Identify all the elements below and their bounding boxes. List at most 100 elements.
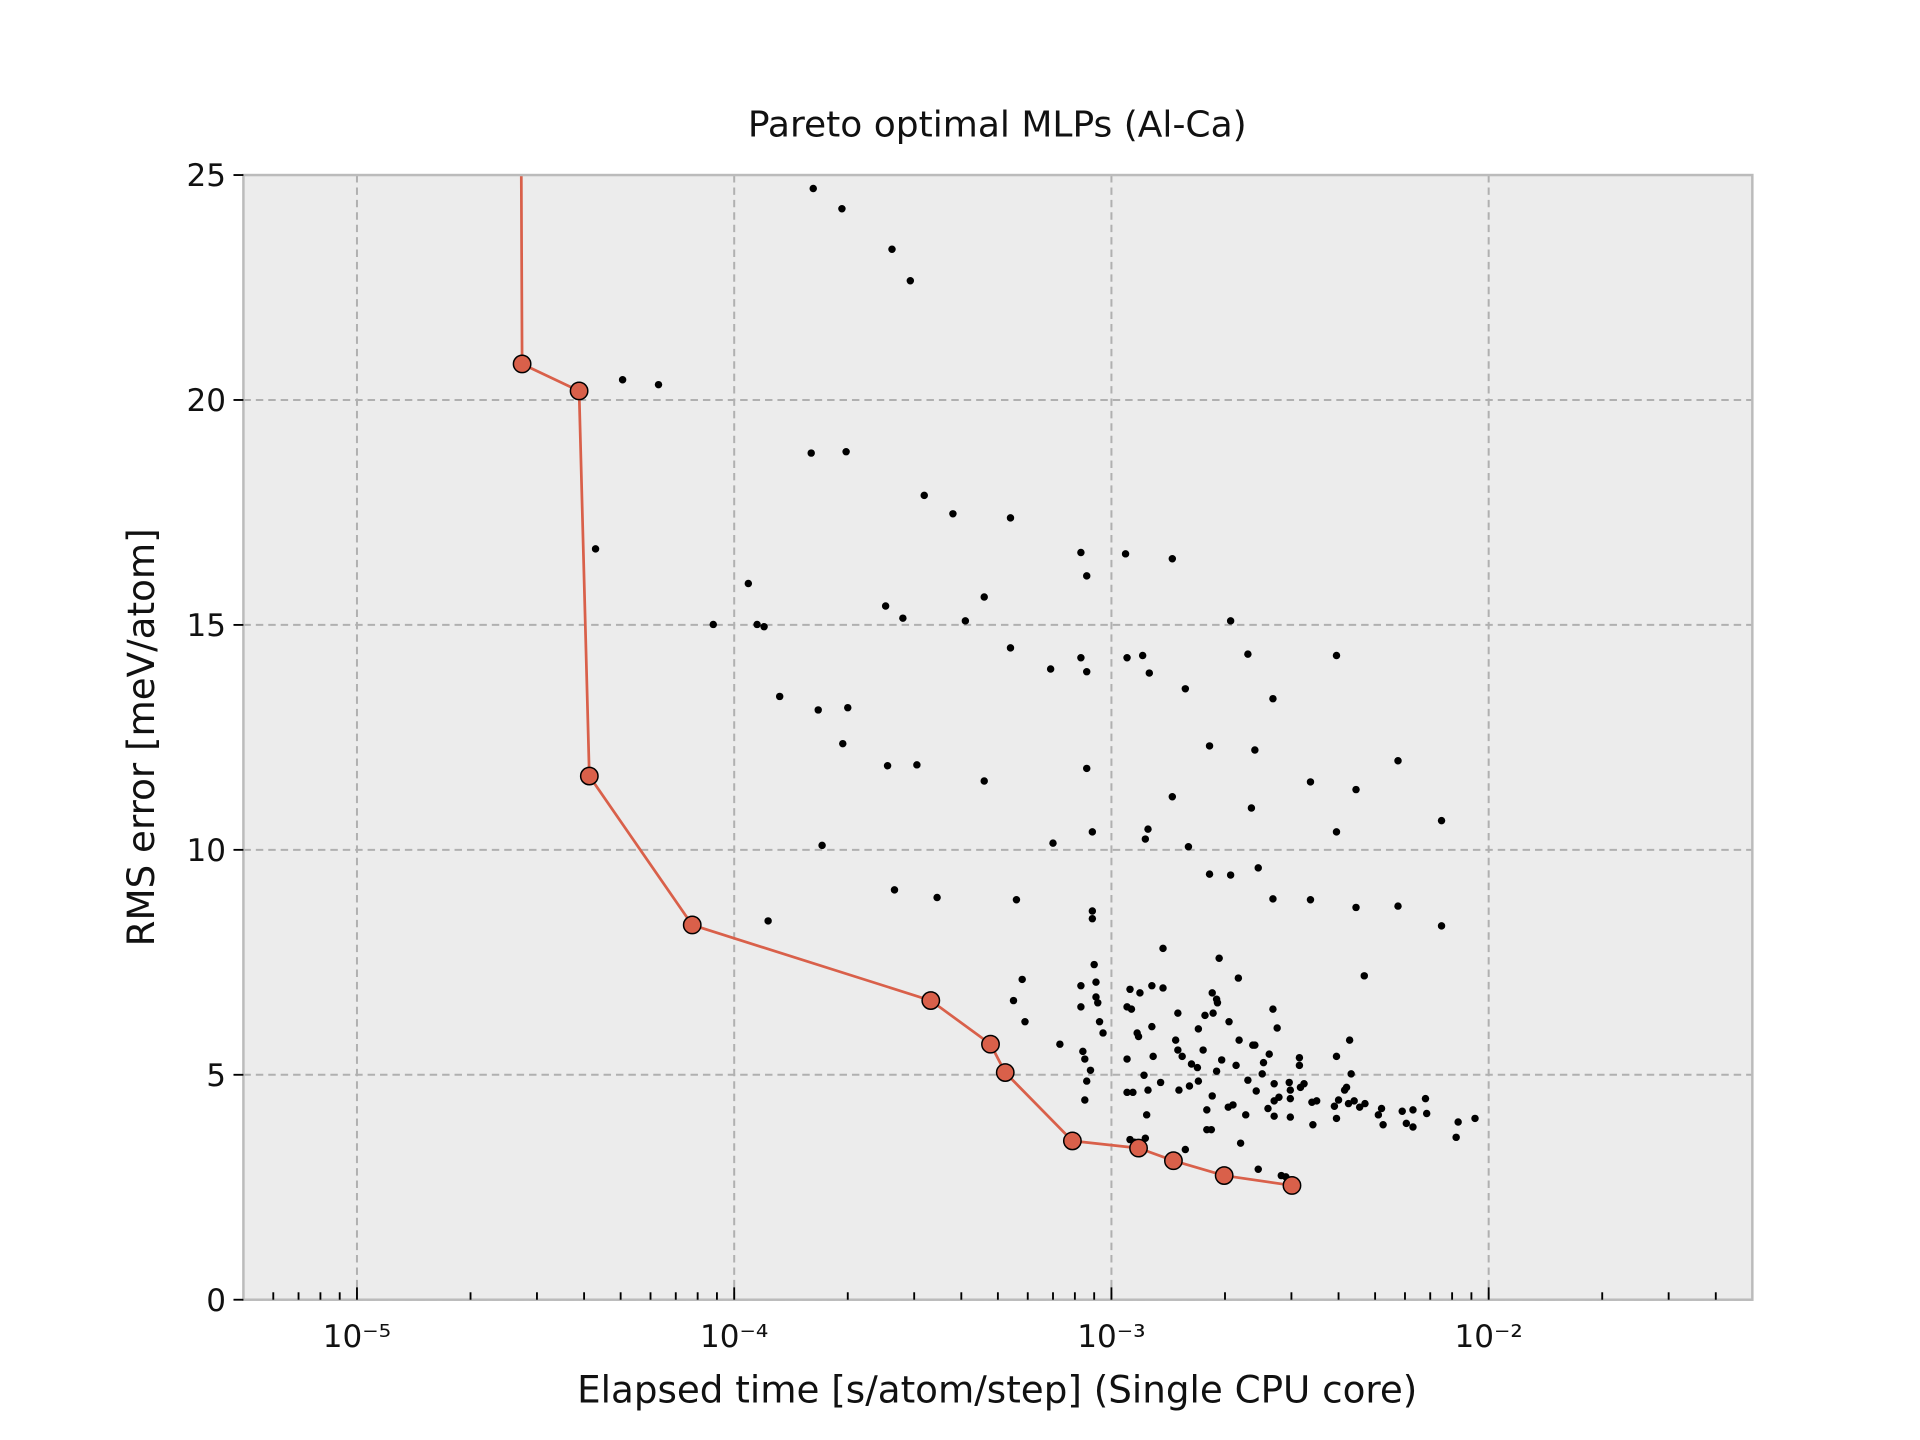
data-point: [1471, 1114, 1479, 1123]
pareto-point: [995, 1063, 1015, 1082]
data-point: [1259, 1058, 1268, 1067]
data-point: [1184, 842, 1193, 851]
pareto-point: [1062, 1131, 1082, 1151]
data-point: [1334, 1096, 1343, 1104]
data-point: [1247, 804, 1256, 812]
data-point: [1168, 555, 1177, 563]
data-point: [1269, 895, 1277, 903]
data-point: [709, 620, 717, 629]
data-point: [1332, 1114, 1341, 1123]
data-point: [1178, 1052, 1186, 1061]
data-point: [1095, 1017, 1104, 1026]
data-point: [1374, 1111, 1383, 1119]
data-point: [1012, 896, 1021, 904]
data-point: [1340, 1086, 1349, 1094]
data-point: [1454, 1118, 1462, 1126]
data-point: [1201, 1011, 1209, 1020]
data-point: [913, 761, 921, 769]
data-point: [1134, 1032, 1143, 1041]
data-point: [1207, 1125, 1216, 1134]
grid: [243, 174, 1753, 1301]
data-point: [1242, 1111, 1250, 1119]
data-point: [1174, 1009, 1182, 1017]
data-point: [654, 380, 663, 389]
data-point: [906, 277, 915, 285]
data-point: [1205, 870, 1214, 878]
data-point: [1187, 1060, 1196, 1068]
data-point: [1199, 1046, 1207, 1054]
data-point: [1252, 1087, 1260, 1095]
data-point: [1126, 985, 1134, 994]
data-point: [818, 841, 826, 850]
data-point: [1269, 694, 1277, 703]
data-point: [1332, 828, 1341, 836]
y-tick-label: 10: [187, 833, 227, 869]
data-point: [1138, 651, 1147, 660]
data-point: [1215, 954, 1223, 962]
data-point: [809, 184, 817, 193]
y-tick-label: 20: [187, 383, 227, 419]
data-point: [1009, 996, 1018, 1005]
y-tick-label: 5: [206, 1058, 226, 1094]
pareto-point: [579, 766, 599, 786]
data-point: [1175, 1086, 1183, 1094]
data-point: [1394, 902, 1402, 910]
y-tick-label: 25: [187, 158, 227, 194]
data-point: [883, 761, 892, 770]
data-point: [949, 510, 957, 518]
data-point: [1077, 654, 1085, 662]
data-point: [1379, 1120, 1387, 1129]
data-point: [1312, 1097, 1321, 1105]
data-point: [1254, 864, 1262, 872]
data-point: [1181, 1145, 1190, 1154]
data-point: [1021, 1017, 1029, 1026]
data-point: [1309, 1120, 1317, 1129]
data-point: [1226, 871, 1235, 879]
pareto-point: [1129, 1138, 1148, 1158]
pareto-point: [512, 354, 532, 374]
data-point: [1092, 993, 1100, 1001]
data-point: [1437, 816, 1446, 825]
data-point: [1270, 1112, 1278, 1120]
data-point: [1077, 548, 1085, 557]
data-point: [1049, 839, 1057, 847]
data-point: [1088, 907, 1097, 915]
data-point: [1144, 1086, 1152, 1094]
data-point: [1090, 960, 1098, 969]
data-point: [1332, 1052, 1341, 1061]
data-point: [890, 886, 899, 894]
data-point: [591, 545, 600, 553]
data-point: [1258, 1070, 1266, 1078]
data-point: [1145, 669, 1154, 677]
data-point: [1225, 1017, 1233, 1026]
plot-marks: [512, 175, 1479, 1195]
data-point: [1306, 778, 1315, 786]
data-point: [1159, 944, 1167, 953]
x-tick-label: 10⁻⁵: [323, 1319, 391, 1355]
data-point: [881, 602, 890, 610]
data-point: [961, 617, 970, 625]
data-point: [1088, 914, 1097, 923]
data-point: [1296, 1083, 1305, 1092]
data-point: [807, 449, 815, 457]
data-point: [1142, 1111, 1151, 1119]
data-point: [1006, 514, 1015, 522]
data-point: [1234, 974, 1243, 982]
data-point: [1129, 1088, 1137, 1097]
data-point: [1360, 972, 1368, 980]
data-point: [1361, 1099, 1369, 1108]
data-point: [1208, 1092, 1216, 1100]
chart-title: Pareto optimal MLPs (Al-Ca): [748, 105, 1247, 146]
data-point: [980, 777, 988, 785]
pareto-point: [569, 381, 589, 401]
data-point: [1235, 1036, 1243, 1044]
data-point: [1083, 1077, 1091, 1085]
data-point: [1254, 1165, 1262, 1173]
data-point: [1171, 1036, 1180, 1044]
data-point: [1193, 1063, 1202, 1072]
data-point: [1213, 999, 1222, 1007]
data-point: [1123, 654, 1131, 662]
data-point: [933, 893, 941, 902]
data-point: [1205, 742, 1214, 750]
data-point: [1194, 1025, 1203, 1033]
